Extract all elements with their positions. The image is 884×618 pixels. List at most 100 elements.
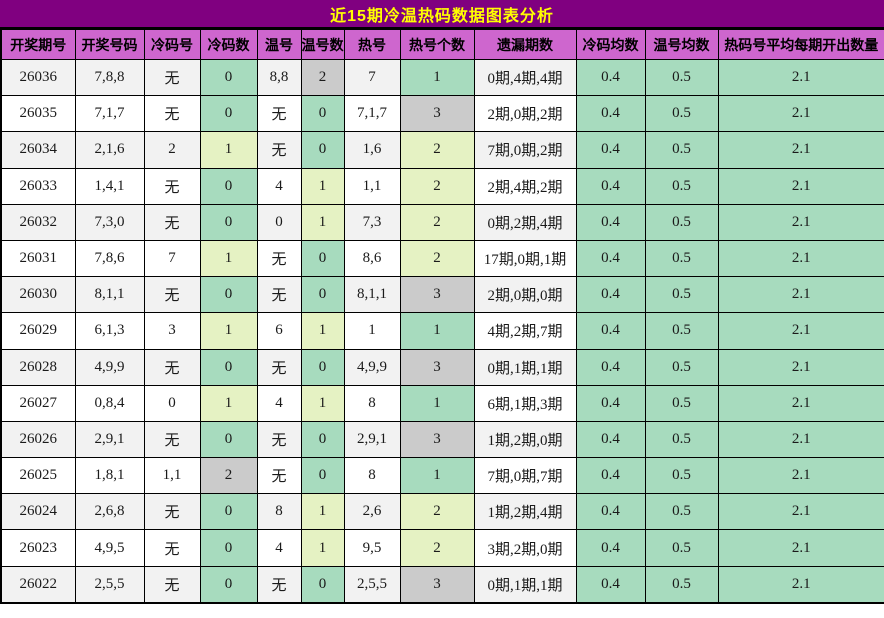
cell-cold: 无 <box>143 276 201 314</box>
cell-hot: 2,5,5 <box>343 565 401 604</box>
cell-period: 26022 <box>0 565 76 604</box>
cell-period: 26024 <box>0 493 76 531</box>
cell-warm-count: 1 <box>300 203 345 241</box>
cell-warm-avg: 0.5 <box>644 312 719 350</box>
cell-hot-avg: 2.1 <box>717 276 884 314</box>
cell-warm-avg: 0.5 <box>644 529 719 567</box>
cell-hot-count: 2 <box>399 239 475 278</box>
cell-hot: 1,1 <box>343 167 401 205</box>
cell-numbers: 2,1,6 <box>74 131 145 169</box>
cell-hot-count: 2 <box>399 529 475 567</box>
title-bar: 近15期冷温热码数据图表分析 <box>0 0 884 28</box>
cell-warm-avg: 0.5 <box>644 58 719 97</box>
cell-cold: 无 <box>143 58 201 97</box>
cell-cold-count: 0 <box>199 58 258 97</box>
cell-warm-count: 0 <box>300 95 345 133</box>
cell-hot-avg: 2.1 <box>717 457 884 495</box>
cell-warm-avg: 0.5 <box>644 457 719 495</box>
table-row: 26031 7,8,6 7 1 无 0 8,6 2 17期,0期,1期 0.4 0.5 2.1 <box>0 239 884 278</box>
cell-hot-count: 1 <box>399 58 475 97</box>
cell-warm-count: 0 <box>300 239 345 278</box>
cell-hot: 8,1,1 <box>343 276 401 314</box>
cell-cold: 无 <box>143 493 201 531</box>
cell-cold-avg: 0.4 <box>575 529 646 567</box>
cell-hot: 7,3 <box>343 203 401 241</box>
column-header-cold-count: 冷码数 <box>199 28 258 60</box>
cell-hot: 7 <box>343 58 401 97</box>
cell-warm: 无 <box>256 457 302 495</box>
cell-hot: 8 <box>343 457 401 495</box>
cell-hot: 7,1,7 <box>343 95 401 133</box>
cell-period: 26035 <box>0 95 76 133</box>
cell-cold: 3 <box>143 312 201 350</box>
cell-cold-count: 0 <box>199 529 258 567</box>
table-row: 26029 6,1,3 3 1 6 1 1 1 4期,2期,7期 0.4 0.5 2.1 <box>0 312 884 350</box>
cell-hot-count: 1 <box>399 457 475 495</box>
cell-hot-avg: 2.1 <box>717 203 884 241</box>
cell-cold-avg: 0.4 <box>575 276 646 314</box>
cell-warm-avg: 0.5 <box>644 420 719 459</box>
cell-warm-count: 0 <box>300 276 345 314</box>
cell-hot-avg: 2.1 <box>717 493 884 531</box>
cell-cold-count: 1 <box>199 384 258 422</box>
cell-miss: 2期,0期,2期 <box>473 95 577 133</box>
cell-warm: 无 <box>256 348 302 386</box>
cell-cold: 0 <box>143 384 201 422</box>
cell-cold-count: 1 <box>199 131 258 169</box>
cell-period: 26033 <box>0 167 76 205</box>
cell-warm: 无 <box>256 239 302 278</box>
page-title: 近15期冷温热码数据图表分析 <box>330 7 554 25</box>
cell-hot: 4,9,9 <box>343 348 401 386</box>
table-row: 26034 2,1,6 2 1 无 0 1,6 2 7期,0期,2期 0.4 0.5 2.1 <box>0 131 884 169</box>
table-row: 26033 1,4,1 无 0 4 1 1,1 2 2期,4期,2期 0.4 0.5 2.1 <box>0 167 884 205</box>
cell-cold-count: 0 <box>199 167 258 205</box>
cell-warm: 8 <box>256 493 302 531</box>
cell-cold-avg: 0.4 <box>575 493 646 531</box>
cell-warm-count: 1 <box>300 312 345 350</box>
cell-hot-count: 2 <box>399 203 475 241</box>
cell-miss: 0期,4期,4期 <box>473 58 577 97</box>
cell-hot-count: 3 <box>399 95 475 133</box>
cell-hot-avg: 2.1 <box>717 131 884 169</box>
cell-numbers: 0,8,4 <box>74 384 145 422</box>
cell-hot: 2,9,1 <box>343 420 401 459</box>
cell-warm: 无 <box>256 565 302 604</box>
cell-period: 26031 <box>0 239 76 278</box>
cell-hot-avg: 2.1 <box>717 167 884 205</box>
cell-hot-avg: 2.1 <box>717 384 884 422</box>
cell-cold-avg: 0.4 <box>575 131 646 169</box>
table-row: 26027 0,8,4 0 1 4 1 8 1 6期,1期,3期 0.4 0.5 2.1 <box>0 384 884 422</box>
cell-warm: 无 <box>256 276 302 314</box>
cell-cold-count: 0 <box>199 276 258 314</box>
cell-warm-avg: 0.5 <box>644 276 719 314</box>
cell-warm: 6 <box>256 312 302 350</box>
cell-cold-count: 0 <box>199 203 258 241</box>
table-body: 26036 7,8,8 无 0 8,8 2 7 1 0期,4期,4期 0.4 0.5 2.1 26035… <box>0 58 884 604</box>
table-row: 26032 7,3,0 无 0 0 1 7,3 2 0期,2期,4期 0.4 0.5 2.1 <box>0 203 884 241</box>
cell-period: 26023 <box>0 529 76 567</box>
cell-hot-count: 3 <box>399 276 475 314</box>
cell-cold: 无 <box>143 95 201 133</box>
cell-cold-avg: 0.4 <box>575 384 646 422</box>
cell-numbers: 1,8,1 <box>74 457 145 495</box>
cell-numbers: 7,3,0 <box>74 203 145 241</box>
cell-cold-count: 2 <box>199 457 258 495</box>
column-header-period: 开奖期号 <box>0 28 76 60</box>
table-row: 26028 4,9,9 无 0 无 0 4,9,9 3 0期,1期,1期 0.4 0.5 2.1 <box>0 348 884 386</box>
cell-numbers: 4,9,9 <box>74 348 145 386</box>
cell-hot-avg: 2.1 <box>717 565 884 604</box>
table-row: 26025 1,8,1 1,1 2 无 0 8 1 7期,0期,7期 0.4 0.5 2.1 <box>0 457 884 495</box>
data-table: 开奖期号 开奖号码 冷码号 冷码数 温号 温号数 热号 热号个数 遗漏期数 冷码均数 温号均数 热码号… <box>0 28 884 604</box>
cell-warm-count: 0 <box>300 348 345 386</box>
table-row: 26030 8,1,1 无 0 无 0 8,1,1 3 2期,0期,0期 0.4 0.5 2.1 <box>0 276 884 314</box>
cell-miss: 2期,4期,2期 <box>473 167 577 205</box>
cell-numbers: 2,5,5 <box>74 565 145 604</box>
cell-miss: 4期,2期,7期 <box>473 312 577 350</box>
cell-period: 26034 <box>0 131 76 169</box>
cell-warm: 4 <box>256 529 302 567</box>
cell-warm-avg: 0.5 <box>644 131 719 169</box>
cell-warm-avg: 0.5 <box>644 239 719 278</box>
cell-hot-count: 1 <box>399 312 475 350</box>
cell-cold-avg: 0.4 <box>575 312 646 350</box>
cell-miss: 1期,2期,4期 <box>473 493 577 531</box>
